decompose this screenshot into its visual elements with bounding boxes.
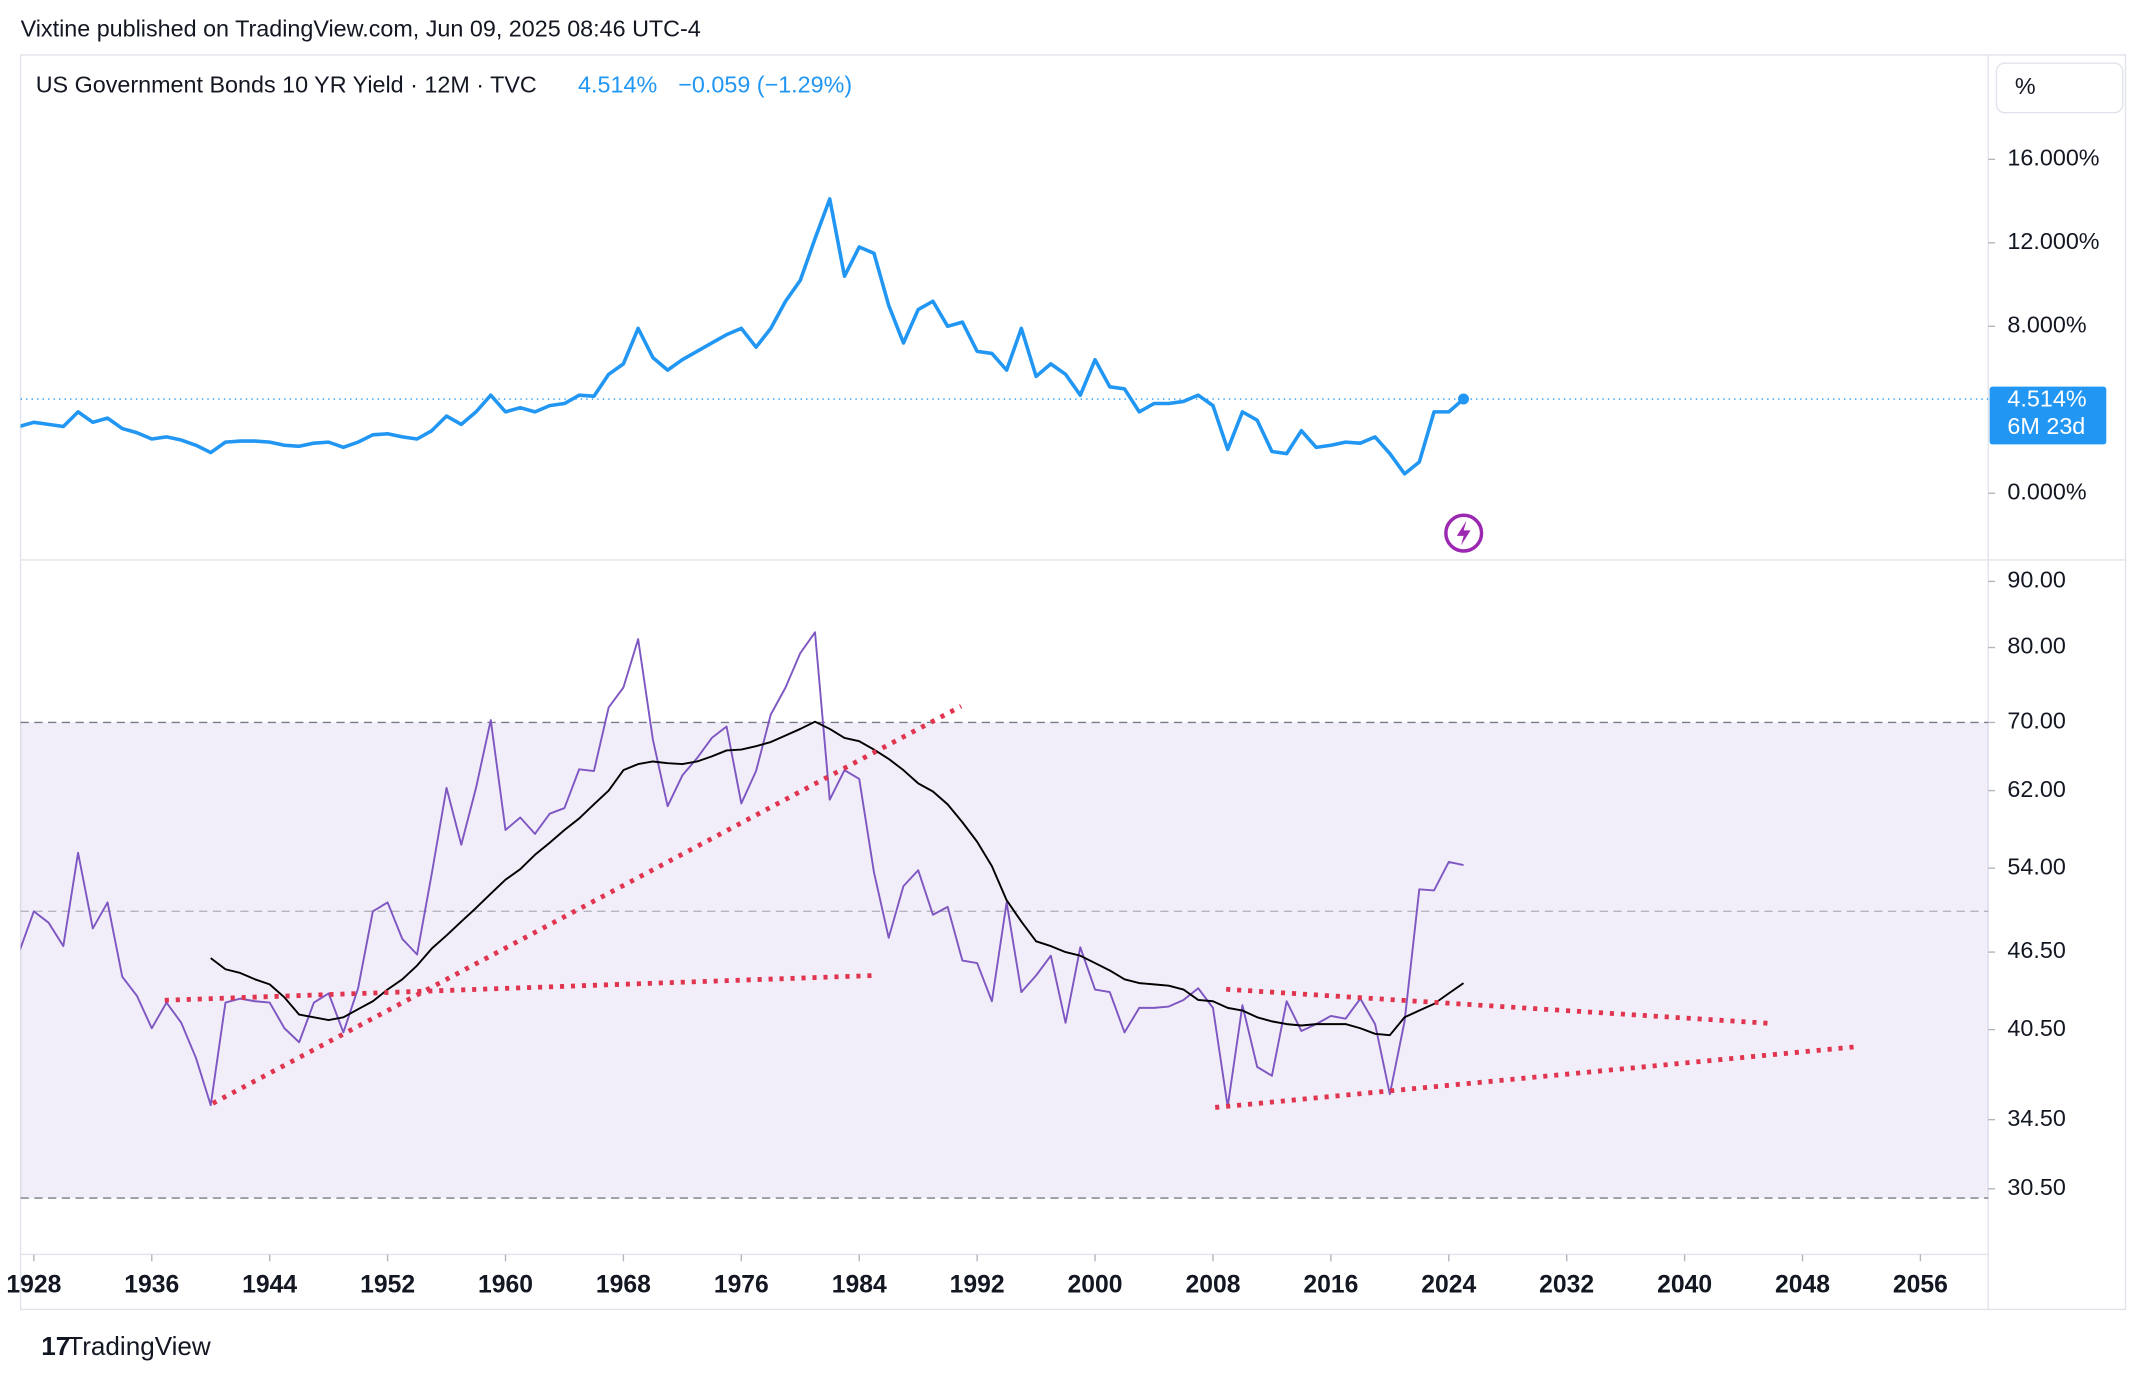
series-line xyxy=(20,197,1465,476)
y-tick-label: 46.50 xyxy=(2007,937,2065,963)
y-tick-label: 12.000% xyxy=(2007,228,2099,254)
footer: TradingView xyxy=(67,1331,211,1361)
x-tick-label: 2056 xyxy=(1893,1272,1948,1299)
alert-bolt xyxy=(1456,520,1471,546)
trend-line xyxy=(164,973,874,1003)
x-tick-label: 1936 xyxy=(124,1272,179,1299)
last-point xyxy=(1458,393,1470,405)
countdown-label: 6M 23d xyxy=(2007,413,2085,439)
price-tag-label: 4.514% xyxy=(2007,386,2086,412)
x-tick-label: 1952 xyxy=(360,1272,415,1299)
y-tick-label: 8.000% xyxy=(2007,311,2086,337)
unit-label: % xyxy=(2015,73,2036,99)
trend-line xyxy=(211,704,963,1106)
y-tick-label: 16.000% xyxy=(2007,144,2099,170)
series-group xyxy=(20,197,1465,476)
x-tick-label: 1944 xyxy=(242,1272,297,1299)
trend-line xyxy=(1214,1044,1854,1110)
series-line xyxy=(210,720,1465,1037)
x-tick-label: 2000 xyxy=(1068,1272,1123,1299)
y-tick-label: 70.00 xyxy=(2007,708,2065,734)
x-tick-label: 1960 xyxy=(478,1272,533,1299)
trend-lines xyxy=(164,704,1854,1110)
y-tick-label: 62.00 xyxy=(2007,776,2065,802)
x-tick-label: 1992 xyxy=(950,1272,1005,1299)
y-tick-label: 30.50 xyxy=(2007,1174,2065,1200)
y-tick-label: 54.00 xyxy=(2007,853,2065,879)
x-tick-label: 2016 xyxy=(1303,1272,1358,1299)
y-tick-label: 90.00 xyxy=(2007,567,2065,593)
trend-line xyxy=(1226,986,1775,1027)
legend-title: US Government Bonds 10 YR Yield · 12M · … xyxy=(36,72,537,98)
y-tick-label: 40.50 xyxy=(2007,1015,2065,1041)
x-tick-label: 1984 xyxy=(832,1272,887,1299)
x-tick-label: 2024 xyxy=(1421,1272,1476,1299)
series-group xyxy=(20,631,1465,1108)
x-tick-label: 1968 xyxy=(596,1272,651,1299)
x-tick-label: 1976 xyxy=(714,1272,769,1299)
alert-icon[interactable] xyxy=(1444,513,1484,553)
frame xyxy=(19,54,2127,1311)
legend-change: −0.059 (−1.29%) xyxy=(678,72,852,98)
x-tick-label: 2048 xyxy=(1775,1272,1830,1299)
unit-button[interactable] xyxy=(1995,62,2124,114)
x-tick-label: 2032 xyxy=(1539,1272,1594,1299)
y-tick-label: 34.50 xyxy=(2007,1105,2065,1131)
price-tag xyxy=(1989,386,2107,445)
rsi-band xyxy=(20,722,1989,1199)
series-line xyxy=(20,631,1464,1108)
logo-mark: 17 xyxy=(41,1331,70,1361)
y-tick-label: 80.00 xyxy=(2007,633,2065,659)
y-tick-label: 0.000% xyxy=(2007,478,2086,504)
legend-value: 4.514% xyxy=(578,72,657,98)
x-tick-label: 2008 xyxy=(1185,1272,1240,1299)
header: Vixtine published on TradingView.com, Ju… xyxy=(21,15,701,41)
x-tick-label: 1928 xyxy=(6,1272,61,1299)
x-tick-label: 2040 xyxy=(1657,1272,1712,1299)
